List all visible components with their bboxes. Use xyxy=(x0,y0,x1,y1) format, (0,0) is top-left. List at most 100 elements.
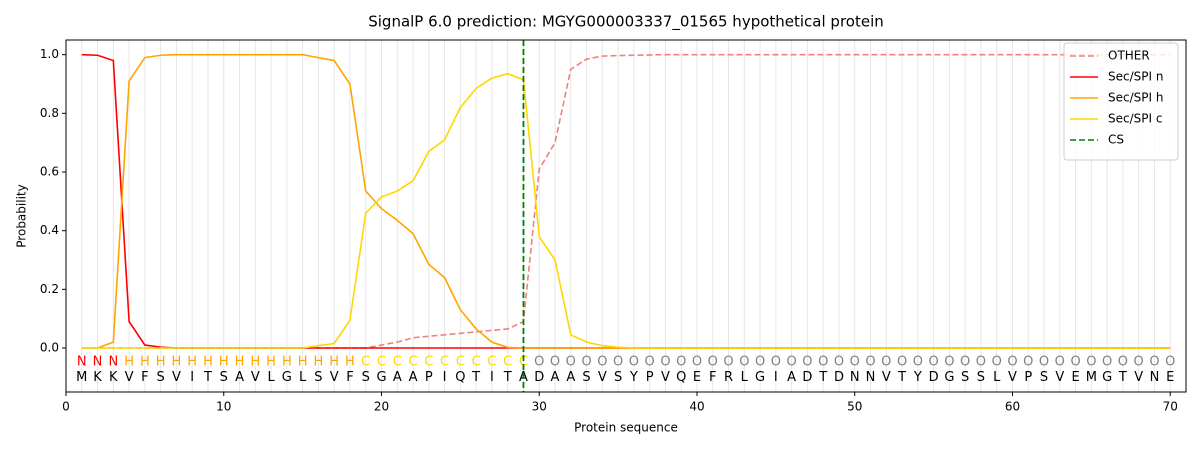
residue: N xyxy=(850,370,860,385)
residue: M xyxy=(76,370,87,385)
region-label: O xyxy=(1007,355,1017,370)
y-tick-label: 0.8 xyxy=(40,106,59,120)
x-tick-label: 0 xyxy=(62,400,70,414)
region-label: O xyxy=(771,355,781,370)
region-label: O xyxy=(787,355,797,370)
region-label: C xyxy=(440,355,449,370)
residue: D xyxy=(802,370,812,385)
residue: T xyxy=(897,370,906,385)
residue: A xyxy=(409,370,418,385)
x-tick-label: 70 xyxy=(1163,400,1178,414)
region-label: O xyxy=(645,355,655,370)
residue: G xyxy=(944,370,954,385)
legend-label: Sec/SPI h xyxy=(1108,91,1163,105)
residue: Y xyxy=(913,370,922,385)
region-label: O xyxy=(1149,355,1159,370)
residue: S xyxy=(1040,370,1048,385)
residue: Q xyxy=(676,370,686,385)
region-label: H xyxy=(250,355,260,370)
residue: S xyxy=(157,370,165,385)
x-tick-label: 40 xyxy=(689,400,704,414)
residue: A xyxy=(566,370,575,385)
residue: M xyxy=(1086,370,1097,385)
residue: T xyxy=(203,370,212,385)
residue: V xyxy=(661,370,670,385)
residue: K xyxy=(109,370,118,385)
region-label: H xyxy=(314,355,324,370)
legend-label: CS xyxy=(1108,133,1124,147)
region-label: H xyxy=(345,355,355,370)
residue: L xyxy=(993,370,1001,385)
residue: D xyxy=(534,370,544,385)
region-label: O xyxy=(1102,355,1112,370)
residue: S xyxy=(582,370,590,385)
residue: F xyxy=(346,370,353,385)
region-label: C xyxy=(519,355,528,370)
region-label: H xyxy=(187,355,197,370)
residue: D xyxy=(929,370,939,385)
residue: S xyxy=(220,370,228,385)
region-label: O xyxy=(613,355,623,370)
residue: E xyxy=(1166,370,1174,385)
region-label: O xyxy=(723,355,733,370)
region-label: O xyxy=(928,355,938,370)
region-label: O xyxy=(834,355,844,370)
region-label: O xyxy=(913,355,923,370)
region-label: C xyxy=(424,355,433,370)
region-label: H xyxy=(219,355,229,370)
region-label: O xyxy=(597,355,607,370)
residue: A xyxy=(787,370,796,385)
region-label: O xyxy=(802,355,812,370)
residue: G xyxy=(1102,370,1112,385)
residue: V xyxy=(330,370,339,385)
residue: P xyxy=(1024,370,1032,385)
region-label: O xyxy=(676,355,686,370)
region-label: O xyxy=(660,355,670,370)
region-label: C xyxy=(361,355,370,370)
region-label: O xyxy=(692,355,702,370)
region-label: O xyxy=(1086,355,1096,370)
region-label: H xyxy=(235,355,245,370)
region-label: O xyxy=(708,355,718,370)
region-label: O xyxy=(1023,355,1033,370)
residue: A xyxy=(393,370,402,385)
region-label: C xyxy=(456,355,465,370)
residue: V xyxy=(882,370,891,385)
region-label: O xyxy=(1165,355,1175,370)
residue: V xyxy=(598,370,607,385)
chart-title: SignalP 6.0 prediction: MGYG000003337_01… xyxy=(368,13,884,32)
residue: R xyxy=(724,370,733,385)
residue: A xyxy=(235,370,244,385)
region-label: H xyxy=(156,355,166,370)
legend-label: OTHER xyxy=(1108,49,1150,63)
region-label: O xyxy=(1055,355,1065,370)
region-label: H xyxy=(298,355,308,370)
residue: I xyxy=(774,370,778,385)
residue: L xyxy=(299,370,307,385)
residue: P xyxy=(646,370,654,385)
residue: P xyxy=(425,370,433,385)
residue: G xyxy=(755,370,765,385)
residue: N xyxy=(1150,370,1160,385)
region-label: N xyxy=(77,355,87,370)
residue: T xyxy=(818,370,827,385)
region-label: O xyxy=(881,355,891,370)
residue: Y xyxy=(629,370,638,385)
residue: V xyxy=(125,370,134,385)
residue: S xyxy=(961,370,969,385)
region-label: O xyxy=(629,355,639,370)
residue: V xyxy=(1055,370,1064,385)
region-label: O xyxy=(818,355,828,370)
region-label: H xyxy=(329,355,339,370)
region-label: O xyxy=(1070,355,1080,370)
region-label: O xyxy=(944,355,954,370)
residue: S xyxy=(314,370,322,385)
series-line xyxy=(81,53,1171,349)
residue: S xyxy=(977,370,985,385)
region-label: O xyxy=(897,355,907,370)
residue: T xyxy=(471,370,480,385)
x-tick-label: 60 xyxy=(1005,400,1020,414)
residue: G xyxy=(282,370,292,385)
residue: N xyxy=(866,370,876,385)
